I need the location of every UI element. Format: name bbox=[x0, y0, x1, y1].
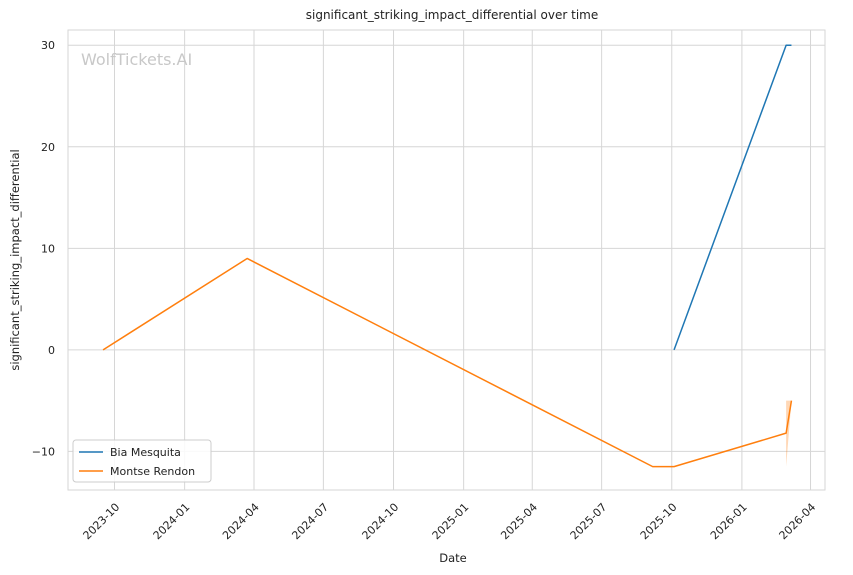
series-line bbox=[102, 257, 793, 468]
x-tick-label: 2024-04 bbox=[220, 501, 262, 543]
x-tick-label: 2025-01 bbox=[430, 501, 472, 543]
x-tick-label: 2023-10 bbox=[81, 501, 123, 543]
x-tick-label: 2024-01 bbox=[151, 501, 193, 543]
legend-box bbox=[72, 439, 212, 483]
series-band bbox=[786, 400, 792, 467]
legend: Bia Mesquita Montse Rendon bbox=[72, 439, 212, 483]
y-ticks: −10 0 10 20 30 bbox=[32, 39, 55, 458]
watermark: WolfTickets.AI bbox=[81, 50, 192, 69]
plot-frame bbox=[67, 29, 826, 491]
x-tick-label: 2025-07 bbox=[568, 501, 610, 543]
series-line bbox=[673, 44, 792, 351]
x-tick-label: 2026-04 bbox=[777, 501, 819, 543]
x-axis-title: Date bbox=[439, 551, 467, 565]
x-tick-label: 2026-01 bbox=[708, 501, 750, 543]
y-tick-label: −10 bbox=[32, 445, 55, 458]
x-tick-label: 2024-10 bbox=[360, 501, 402, 543]
grid bbox=[68, 30, 825, 490]
y-tick-label: 10 bbox=[41, 242, 55, 255]
legend-label-montse-rendon: Montse Rendon bbox=[110, 465, 195, 478]
legend-label-bia-mesquita: Bia Mesquita bbox=[110, 446, 181, 459]
y-tick-label: 20 bbox=[41, 141, 55, 154]
x-tick-label: 2025-10 bbox=[638, 501, 680, 543]
y-tick-label: 0 bbox=[48, 344, 55, 357]
y-axis-title: significant_striking_impact_differential bbox=[8, 149, 22, 370]
x-ticks: 2023-10 2024-01 2024-04 2024-07 2024-10 2025-… bbox=[81, 501, 819, 543]
x-tick-label: 2025-04 bbox=[498, 501, 540, 543]
chart-title: significant_striking_impact_differential… bbox=[306, 8, 598, 22]
x-tick-label: 2024-07 bbox=[289, 501, 331, 543]
y-tick-label: 30 bbox=[41, 39, 55, 52]
series-layer bbox=[102, 44, 793, 468]
